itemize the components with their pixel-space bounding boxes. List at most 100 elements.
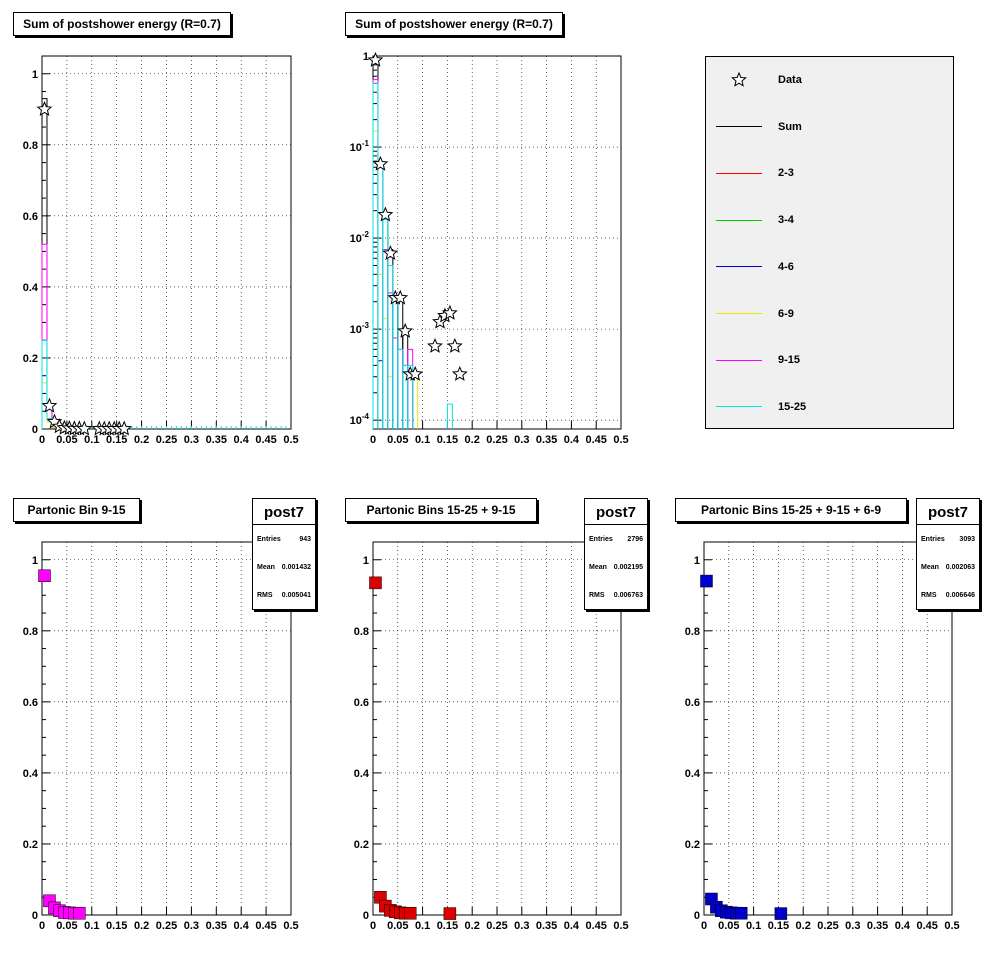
x-tick-label: 0.05 bbox=[56, 434, 77, 446]
x-tick-label: 0 bbox=[39, 920, 45, 932]
x-tick-label: 0.5 bbox=[613, 434, 628, 446]
stats-mean-label: Mean bbox=[589, 563, 607, 571]
x-tick-label: 0.4 bbox=[564, 434, 580, 446]
x-tick-label: 0.1 bbox=[415, 920, 430, 932]
x-tick-label: 0.1 bbox=[746, 920, 761, 932]
panel-3-chart: 0 0.05 0.1 0.15 0.2 0.25 0.3 0.35 0.4 0.45 0.5 0 0.2… bbox=[23, 541, 299, 932]
x-tick-label: 0.1 bbox=[84, 434, 99, 446]
star-icon bbox=[716, 71, 762, 89]
stats-rms-label: RMS bbox=[589, 591, 605, 599]
data-marker bbox=[38, 569, 51, 582]
x-tick-label: 0 bbox=[39, 434, 45, 446]
panel-3-title: Partonic Bin 9-15 bbox=[13, 498, 140, 522]
x-tick-label: 0.35 bbox=[536, 434, 557, 446]
data-star bbox=[397, 322, 414, 338]
x-tick-label: 0.2 bbox=[134, 434, 149, 446]
x-tick-label: 0.35 bbox=[206, 434, 227, 446]
stats-name: post7 bbox=[585, 499, 647, 525]
data-star bbox=[372, 155, 389, 171]
stats-entries-label: Entries bbox=[257, 535, 281, 543]
panel-4-chart: 0 0.05 0.1 0.15 0.2 0.25 0.3 0.35 0.4 0.45 0.5 0 0.2… bbox=[354, 541, 629, 932]
legend-label: 15-25 bbox=[778, 400, 807, 413]
data-marker bbox=[369, 576, 382, 590]
panel-5-chart: 0 0.05 0.1 0.15 0.2 0.25 0.3 0.35 0.4 0.45 0.5 0 0.2… bbox=[685, 541, 960, 932]
data-star bbox=[407, 365, 424, 381]
data-star bbox=[41, 397, 58, 413]
y-tick-label: 0.2 bbox=[354, 839, 369, 851]
x-tick-label: 0.45 bbox=[255, 920, 276, 932]
data-star bbox=[392, 289, 409, 305]
x-tick-label: 0.3 bbox=[845, 920, 860, 932]
stats-rms-value: 0.006646 bbox=[945, 591, 975, 599]
stats-box-panel-5: post7 Entries 3093 Mean 0.002063 RMS 0.0066… bbox=[916, 498, 980, 610]
data-marker bbox=[73, 906, 86, 920]
line-swatch-icon bbox=[716, 406, 762, 408]
stats-entries-value: 3093 bbox=[959, 535, 975, 543]
x-tick-label: 0.5 bbox=[613, 920, 628, 932]
x-tick-label: 0.15 bbox=[437, 920, 458, 932]
data-star bbox=[382, 244, 399, 261]
y-tick-label: 1 bbox=[363, 555, 369, 567]
stats-mean-label: Mean bbox=[921, 563, 939, 571]
x-tick-label: 0.05 bbox=[56, 920, 77, 932]
x-tick-label: 0.15 bbox=[768, 920, 789, 932]
panel-2-title: Sum of postshower energy (R=0.7) bbox=[345, 12, 563, 36]
x-tick-label: 0 bbox=[701, 920, 707, 932]
y-tick-label: 1 bbox=[363, 51, 369, 63]
data-marker bbox=[700, 574, 713, 588]
y-tick-label: 0.4 bbox=[23, 768, 39, 780]
legend-entry-2-3: 2-3 bbox=[706, 163, 953, 183]
x-tick-label: 0.35 bbox=[206, 920, 227, 932]
stats-mean-value: 0.002063 bbox=[945, 563, 975, 571]
x-tick-label: 0.4 bbox=[895, 920, 911, 932]
stats-mean-label: Mean bbox=[257, 563, 275, 571]
hist-bin-15-25 bbox=[446, 403, 453, 429]
y-tick-label: 0 bbox=[694, 910, 700, 922]
stats-rms-label: RMS bbox=[921, 591, 937, 599]
legend-label: 9-15 bbox=[778, 354, 801, 367]
stats-entries-label: Entries bbox=[921, 535, 945, 543]
y-tick-label: 0.4 bbox=[685, 768, 701, 780]
x-tick-label: 0.3 bbox=[514, 434, 529, 446]
x-tick-label: 0 bbox=[370, 920, 376, 932]
y-tick-label: 0.6 bbox=[354, 697, 369, 709]
stats-name: post7 bbox=[917, 499, 979, 525]
x-tick-label: 0.2 bbox=[465, 434, 480, 446]
y-tick-label: 10-2 bbox=[350, 230, 370, 245]
stats-rms-label: RMS bbox=[257, 591, 273, 599]
x-tick-label: 0.2 bbox=[465, 920, 480, 932]
y-tick-label: 10-1 bbox=[350, 139, 370, 154]
legend-entry-4-6: 4-6 bbox=[706, 257, 953, 277]
x-tick-label: 0.45 bbox=[916, 920, 937, 932]
data-star bbox=[116, 420, 133, 436]
y-tick-label: 0.8 bbox=[23, 626, 38, 638]
y-tick-label: 10-3 bbox=[350, 321, 370, 336]
y-tick-label: 0.8 bbox=[685, 626, 700, 638]
x-tick-label: 0.25 bbox=[817, 920, 838, 932]
panel-5-title: Partonic Bins 15-25 + 9-15 + 6-9 bbox=[675, 498, 907, 522]
plot-frame bbox=[41, 541, 292, 916]
line-swatch-icon bbox=[716, 266, 762, 268]
data-star bbox=[441, 304, 458, 320]
line-swatch-icon bbox=[716, 219, 762, 221]
data-marker bbox=[734, 906, 748, 920]
legend-entry-15-25: 15-25 bbox=[706, 397, 953, 417]
legend-label: Data bbox=[778, 74, 802, 86]
x-tick-label: 0.35 bbox=[867, 920, 888, 932]
data-star bbox=[367, 51, 384, 67]
x-tick-label: 0.1 bbox=[84, 920, 99, 932]
stats-entries-label: Entries bbox=[589, 535, 613, 543]
x-tick-label: 0.5 bbox=[944, 920, 959, 932]
line-swatch-icon bbox=[716, 172, 762, 174]
stats-name: post7 bbox=[253, 499, 315, 525]
y-tick-label: 1 bbox=[32, 69, 38, 81]
y-tick-label: 0.6 bbox=[23, 211, 38, 223]
legend-label: 4-6 bbox=[778, 260, 794, 273]
legend-label: 6-9 bbox=[778, 307, 794, 320]
x-tick-label: 0.2 bbox=[134, 920, 149, 932]
x-tick-label: 0.5 bbox=[283, 920, 298, 932]
stats-mean-value: 0.001432 bbox=[281, 563, 311, 571]
x-tick-label: 0.15 bbox=[106, 434, 127, 446]
x-tick-label: 0 bbox=[370, 434, 376, 446]
x-tick-label: 0.4 bbox=[234, 920, 250, 932]
